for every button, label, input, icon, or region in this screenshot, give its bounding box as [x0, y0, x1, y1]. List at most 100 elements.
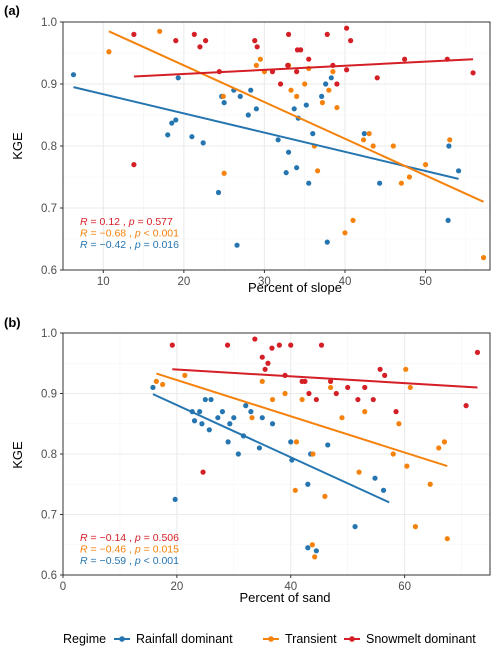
series-transient — [153, 366, 450, 560]
panel-b-x-axis-title: Percent of sand — [239, 590, 330, 605]
data-point — [325, 442, 331, 448]
data-point — [249, 415, 255, 421]
data-point — [269, 421, 276, 427]
data-point — [309, 542, 315, 548]
data-point — [319, 93, 325, 99]
data-point — [253, 62, 259, 68]
series-snowmelt-dominant — [169, 336, 481, 475]
data-point — [356, 469, 362, 475]
data-point — [262, 366, 268, 372]
panel-a-label: (a) — [4, 3, 20, 18]
data-point — [446, 143, 452, 149]
data-point — [455, 168, 462, 174]
data-point — [294, 69, 300, 75]
data-point — [157, 28, 163, 34]
data-point — [305, 481, 311, 487]
data-point — [319, 100, 326, 106]
correlation-annotation: R = 0.12 , p = 0.577 — [80, 216, 173, 228]
data-point — [445, 217, 451, 223]
data-point — [299, 396, 305, 403]
data-point — [245, 112, 251, 118]
data-point — [339, 415, 345, 421]
panel-b-y-axis-title: KGE — [10, 441, 25, 469]
data-point — [382, 372, 388, 378]
data-point — [237, 93, 243, 99]
x-tick-label: 10 — [97, 276, 110, 288]
data-point — [285, 62, 291, 68]
data-point — [197, 409, 203, 415]
data-point — [106, 49, 112, 55]
data-point — [235, 451, 241, 457]
x-tick-label: 40 — [284, 581, 297, 593]
data-point — [396, 421, 402, 427]
data-point — [202, 396, 208, 403]
data-point — [285, 149, 292, 155]
legend-key-point — [119, 636, 125, 642]
data-point — [474, 349, 481, 355]
data-point — [403, 366, 409, 372]
y-tick-label: 1.0 — [41, 17, 57, 29]
data-point — [393, 409, 399, 415]
data-point — [282, 390, 288, 397]
correlation-annotation: R = −0.46 , p = 0.015 — [80, 544, 179, 556]
data-point — [350, 217, 356, 223]
data-point — [200, 140, 206, 146]
data-point — [352, 524, 358, 530]
x-tick-label: 30 — [258, 276, 271, 288]
data-point — [153, 378, 159, 384]
plot-border — [62, 21, 491, 271]
data-point — [160, 381, 166, 388]
data-point — [441, 439, 448, 445]
y-tick-label: 0.8 — [41, 449, 57, 461]
data-point — [480, 255, 487, 261]
x-tick-label: 50 — [419, 276, 432, 288]
data-point — [252, 38, 258, 44]
data-point — [221, 100, 227, 106]
data-point — [292, 487, 298, 493]
data-point — [252, 336, 258, 342]
data-point — [150, 384, 156, 391]
data-point — [165, 132, 171, 138]
data-point — [398, 180, 404, 186]
data-point — [215, 415, 221, 421]
data-point — [293, 439, 300, 445]
data-point — [374, 75, 380, 81]
data-point — [189, 134, 195, 140]
fit-line — [156, 372, 448, 468]
legend-key-point — [349, 636, 355, 642]
data-point — [324, 239, 330, 245]
data-point — [302, 378, 308, 384]
legend-label: Transient — [285, 632, 337, 646]
x-tick-label: 20 — [170, 581, 183, 593]
data-point — [348, 38, 354, 44]
data-point — [298, 47, 304, 53]
correlation-annotation: R = −0.42 , p = 0.016 — [80, 239, 179, 251]
data-point — [303, 102, 309, 108]
data-point — [328, 75, 334, 81]
data-point — [302, 81, 308, 87]
data-point — [343, 25, 350, 31]
data-point — [70, 72, 77, 78]
data-point — [306, 390, 312, 397]
data-point — [390, 451, 396, 457]
data-point — [294, 165, 300, 171]
data-point — [259, 354, 265, 360]
fit-line — [133, 58, 474, 78]
data-point — [362, 384, 368, 391]
data-point — [306, 180, 312, 186]
data-point — [330, 69, 336, 75]
data-point — [355, 396, 361, 403]
data-point — [327, 378, 334, 384]
data-point — [370, 143, 376, 149]
data-point — [288, 87, 294, 93]
legend-label: Snowmelt dominant — [366, 632, 476, 646]
legend-item-rainfall-dominant: Rainfall dominant — [114, 632, 233, 646]
data-point — [463, 403, 469, 409]
data-point — [224, 342, 231, 348]
data-point — [248, 87, 254, 93]
fit-line — [108, 30, 484, 203]
data-point — [220, 93, 226, 99]
data-point — [253, 106, 259, 112]
y-tick-label: 0.9 — [41, 79, 57, 91]
legend-item-transient: Transient — [263, 632, 337, 646]
